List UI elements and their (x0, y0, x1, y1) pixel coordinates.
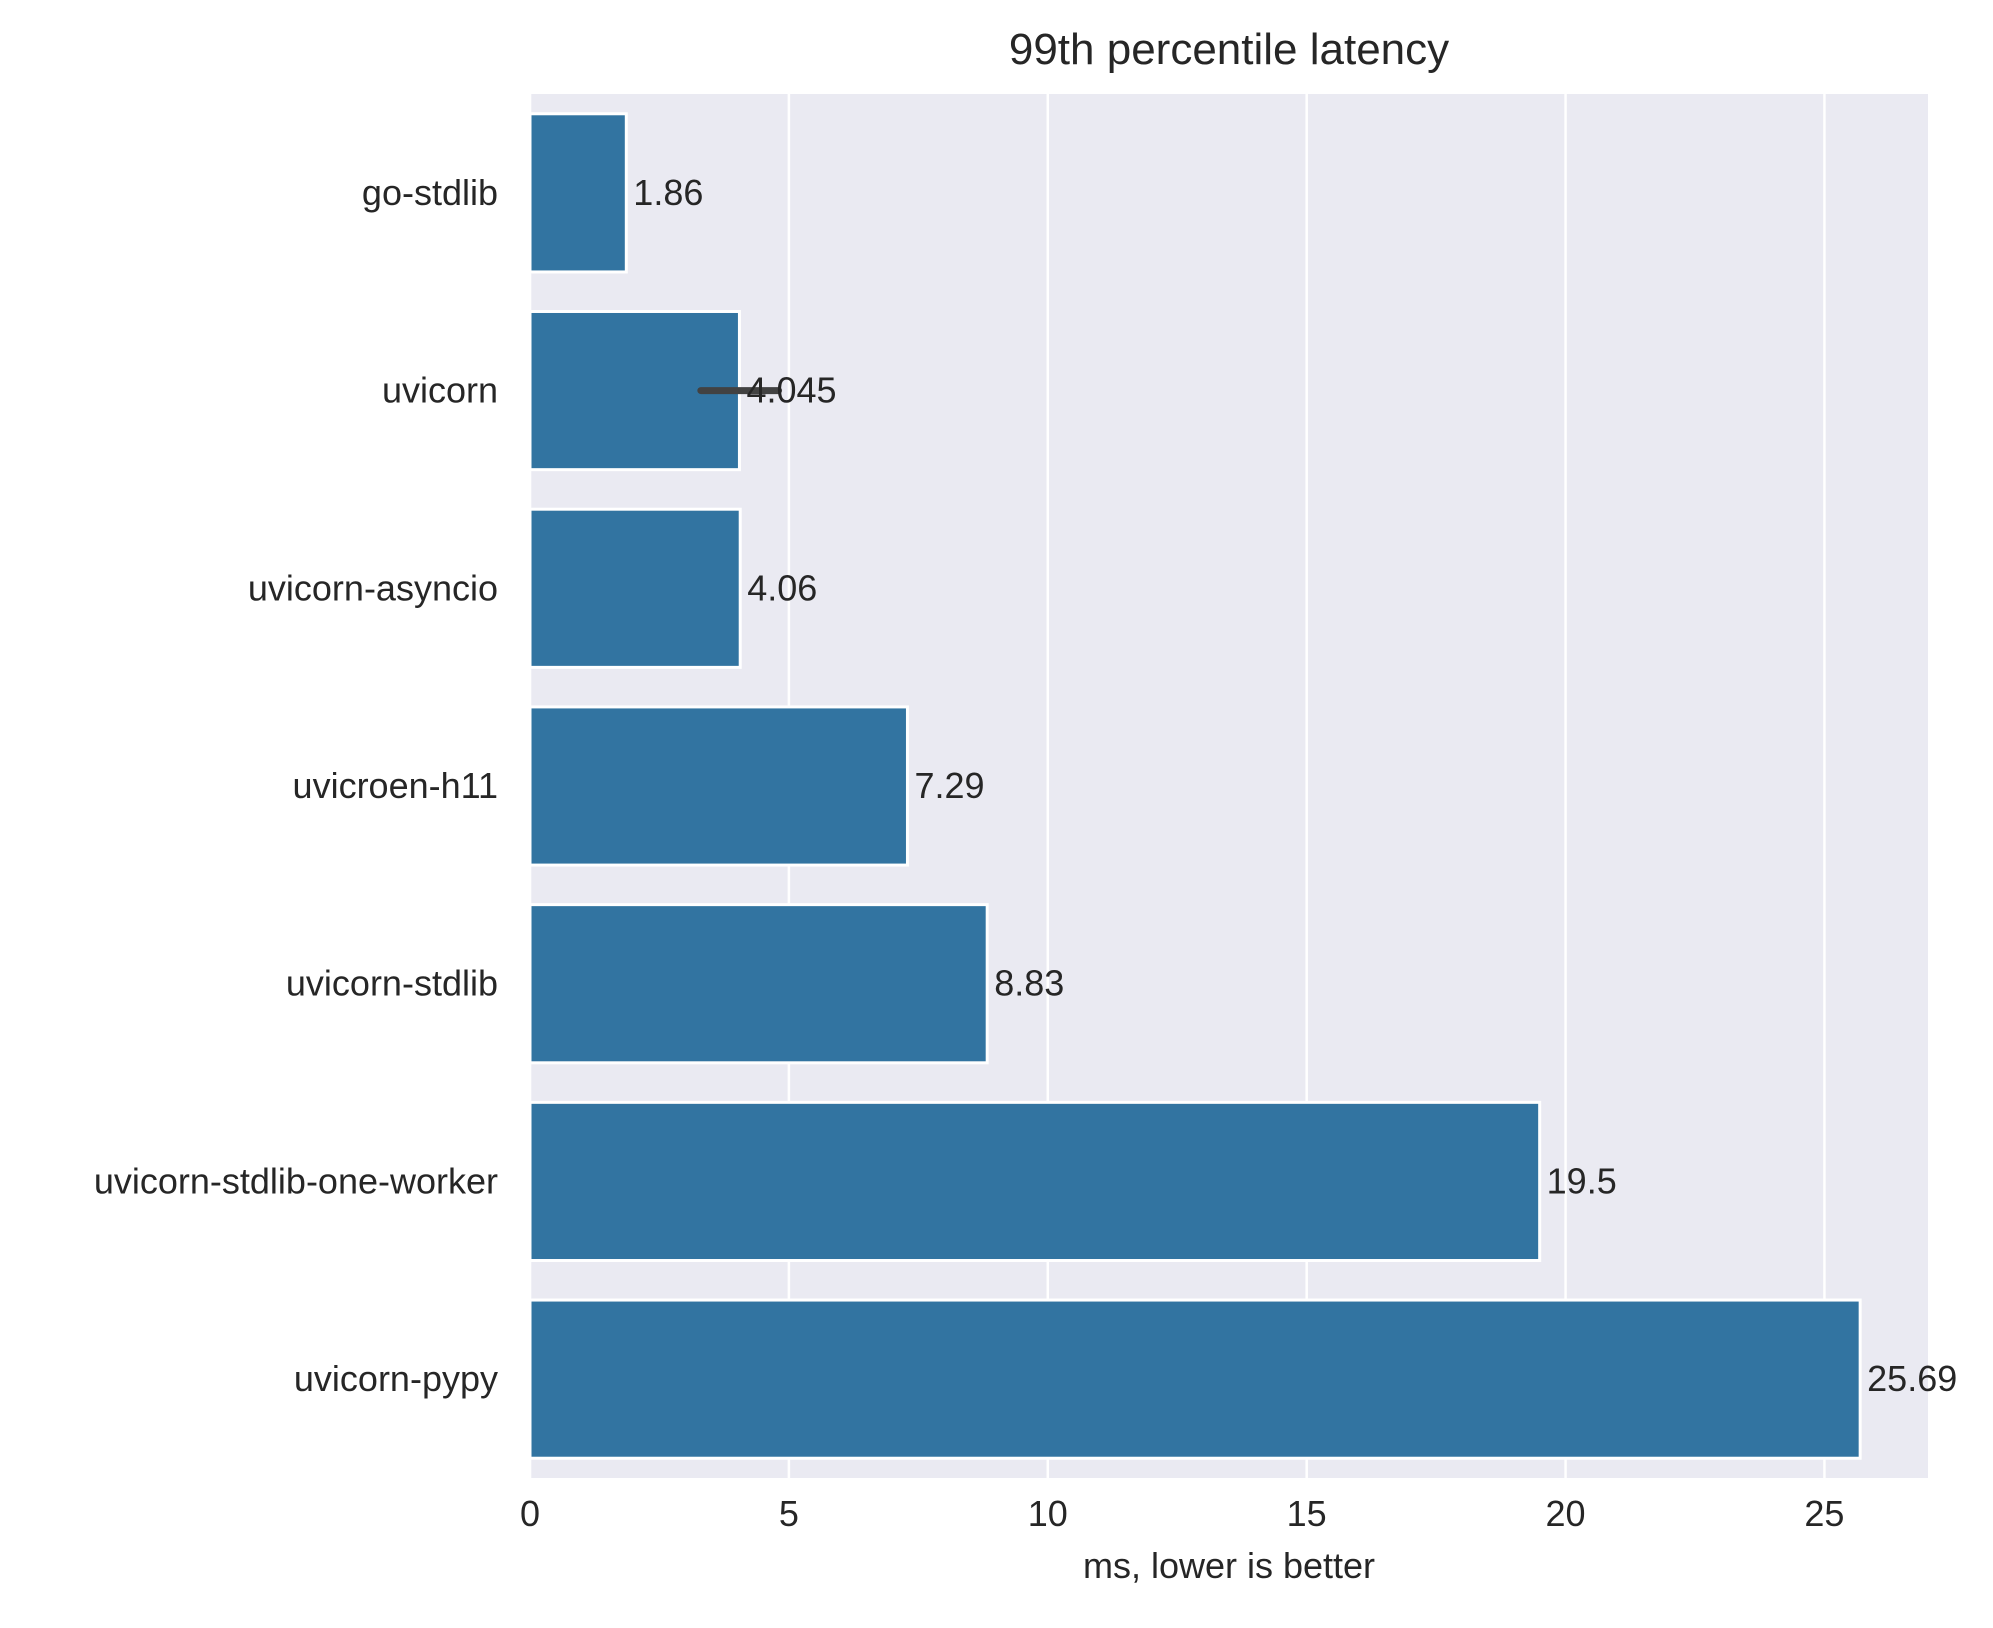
category-label: uvicorn-pypy (294, 1358, 498, 1399)
chart-title: 99th percentile latency (1009, 25, 1449, 74)
bar (528, 903, 989, 1065)
x-tick-labels: 0 5 10 15 20 25 (520, 1493, 1844, 1534)
category-label: uvicorn (382, 370, 498, 411)
x-tick-label: 5 (779, 1493, 799, 1534)
x-tick-label: 10 (1028, 1493, 1068, 1534)
x-tick-label: 0 (520, 1493, 540, 1534)
x-tick-label: 25 (1804, 1493, 1844, 1534)
bar (528, 1298, 1862, 1460)
x-tick-label: 15 (1287, 1493, 1327, 1534)
bar (528, 112, 628, 274)
value-label: 7.29 (914, 765, 984, 806)
x-axis-title: ms, lower is better (1083, 1545, 1375, 1586)
value-label: 19.5 (1547, 1160, 1617, 1201)
value-label: 4.045 (746, 370, 836, 411)
bar (528, 507, 742, 669)
category-label: uvicorn-stdlib-one-worker (94, 1160, 498, 1201)
value-labels: 1.86 4.045 4.06 7.29 8.83 19.5 25.69 (633, 172, 1957, 1399)
category-label: uvicorn-asyncio (248, 567, 498, 608)
category-labels: go-stdlib uvicorn uvicorn-asyncio uvicroen-… (94, 172, 498, 1399)
bars (528, 112, 1862, 1460)
value-label: 1.86 (633, 172, 703, 213)
x-tick-label: 20 (1546, 1493, 1586, 1534)
value-label: 8.83 (994, 963, 1064, 1004)
category-label: go-stdlib (362, 172, 498, 213)
category-label: uvicroen-h11 (293, 765, 498, 806)
bar (528, 705, 909, 867)
category-label: uvicorn-stdlib (286, 963, 498, 1004)
bar (528, 1100, 1542, 1263)
value-label: 25.69 (1867, 1358, 1957, 1399)
value-label: 4.06 (747, 567, 817, 608)
